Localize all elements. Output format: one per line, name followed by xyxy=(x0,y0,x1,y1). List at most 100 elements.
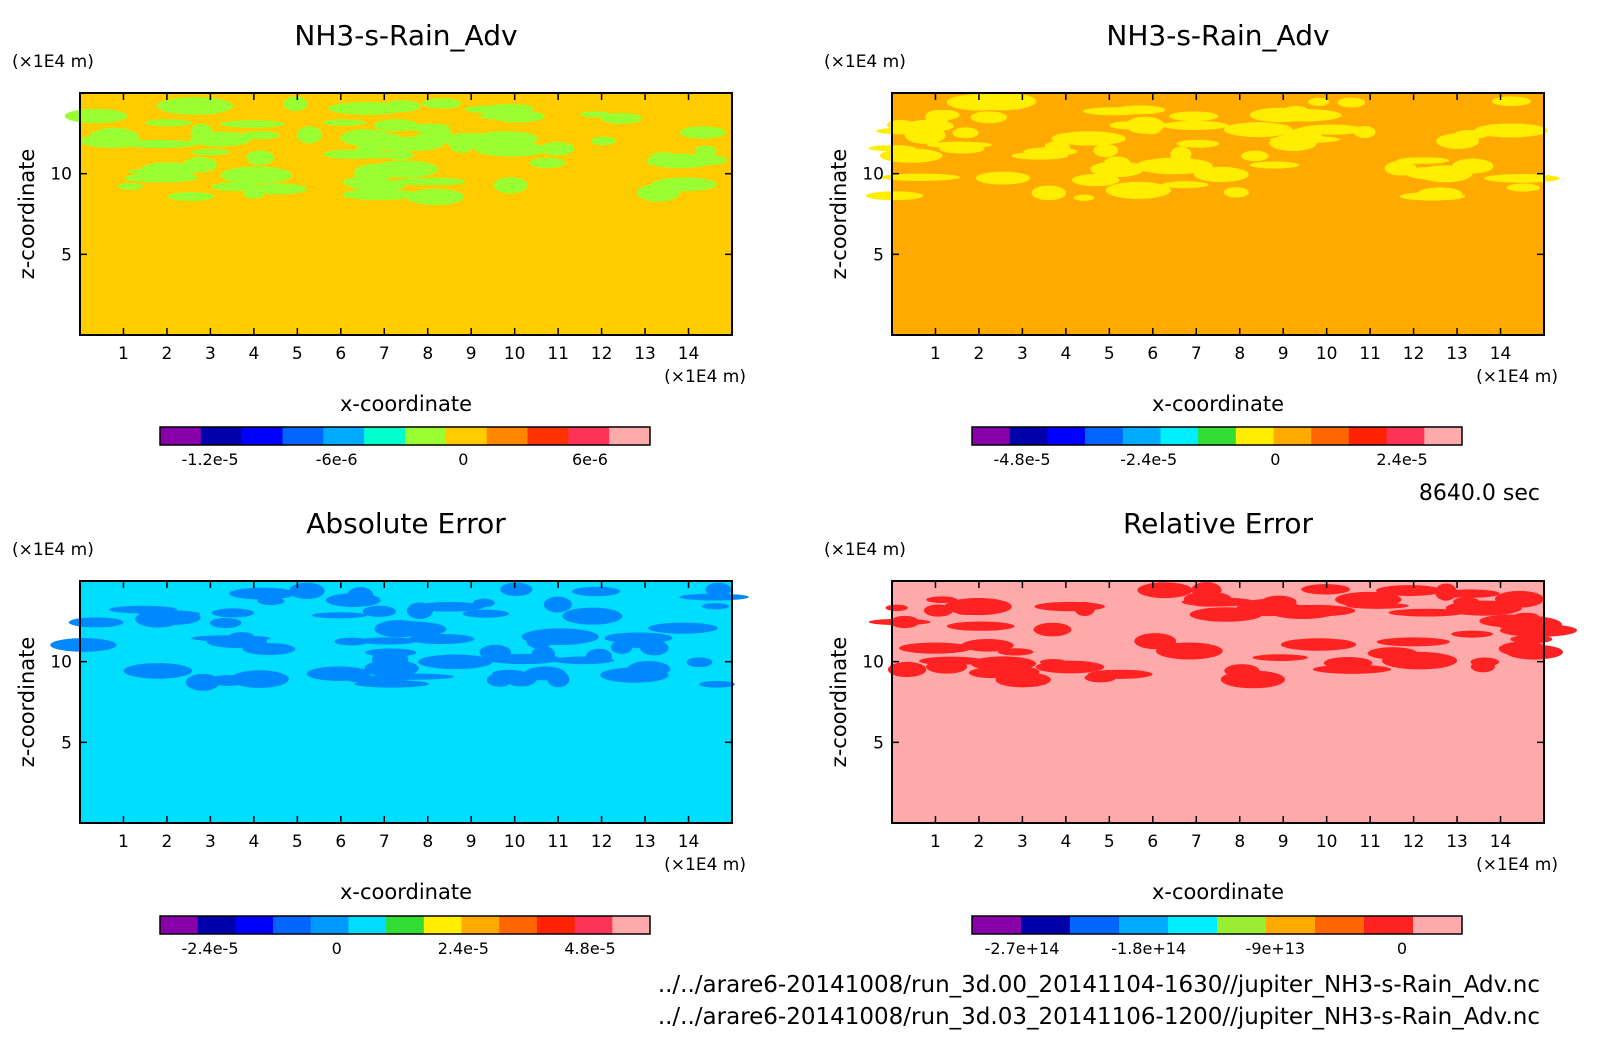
field-blob xyxy=(879,148,943,163)
field-blob xyxy=(190,123,213,138)
colorbar-segment xyxy=(1424,427,1463,445)
field-blob xyxy=(1034,601,1106,612)
colorbar-segment xyxy=(612,916,651,934)
x-tick-label: 3 xyxy=(205,832,216,852)
field-blob xyxy=(117,182,143,190)
field-blob xyxy=(167,192,215,201)
field-blob xyxy=(1297,124,1366,135)
y-tick-label: 10 xyxy=(50,165,72,185)
x-axis-label: x-coordinate xyxy=(340,880,472,904)
field-blob xyxy=(1170,146,1192,162)
field-blob xyxy=(885,604,908,612)
x-tick-label: 8 xyxy=(1234,344,1245,364)
field-blob xyxy=(1345,602,1409,609)
field-blob xyxy=(289,582,325,600)
x-tick-label: 6 xyxy=(335,832,346,852)
field-blob xyxy=(648,622,718,634)
x-tick-label: 12 xyxy=(591,832,613,852)
x-tick-label: 13 xyxy=(634,344,656,364)
field-blob xyxy=(1376,585,1443,597)
x-tick-label: 13 xyxy=(1446,832,1468,852)
plot-frame xyxy=(891,92,1545,336)
colorbar-label: 2.4e-5 xyxy=(438,939,489,958)
field-blob xyxy=(1510,634,1553,644)
colorbar-label: -2.4e-5 xyxy=(181,939,238,958)
x-tick-label: 8 xyxy=(422,832,433,852)
y-tick-label: 5 xyxy=(61,245,72,265)
y-unit: (×1E4 m) xyxy=(824,52,906,72)
y-axis-label: z-coordinate xyxy=(15,149,39,280)
field-blob xyxy=(418,654,493,670)
y-unit: (×1E4 m) xyxy=(12,540,94,560)
colorbar-segment xyxy=(1348,427,1388,445)
colorbar-segment xyxy=(445,427,488,445)
x-tick-label: 7 xyxy=(379,832,390,852)
x-tick-label: 1 xyxy=(118,344,129,364)
colorbar-segment xyxy=(1198,427,1237,445)
field-blob xyxy=(1249,161,1300,169)
y-tick-label: 5 xyxy=(61,733,72,753)
field-blob xyxy=(365,648,417,657)
colorbar-segment xyxy=(197,916,236,934)
field-blob xyxy=(880,173,960,181)
time-label: 8640.0 sec xyxy=(1419,481,1540,506)
colorbar-label: -1.2e-5 xyxy=(181,450,238,469)
panel-4: Relative Error(×1E4 m)1 2 3 4 5 6 7 8 9 10 11 12 13 1… xyxy=(824,507,1578,958)
field-blob xyxy=(240,131,280,140)
colorbar-label: -1.8e+14 xyxy=(1111,939,1186,958)
field-blob xyxy=(219,120,285,128)
y-unit: (×1E4 m) xyxy=(12,52,94,72)
field-blob xyxy=(925,660,968,674)
panel-2: NH3-s-Rain_Adv(×1E4 m)1 2 3 4 5 6 7 8 9 10 11 12 13 1… xyxy=(824,19,1560,469)
colorbar-segment xyxy=(1119,916,1169,934)
field-blob xyxy=(1083,107,1145,116)
field-blob xyxy=(975,171,1031,185)
field-blob xyxy=(472,131,538,147)
field-blob xyxy=(364,659,419,678)
colorbar-segment xyxy=(1315,916,1365,934)
field-blob xyxy=(1162,181,1209,189)
colorbar-segment xyxy=(536,916,576,934)
field-blob xyxy=(220,166,293,185)
colorbar-label: 0 xyxy=(332,939,342,958)
colorbar-segment xyxy=(348,916,387,934)
field-blob xyxy=(543,596,572,613)
x-unit: (×1E4 m) xyxy=(664,855,746,875)
field-blob xyxy=(1261,595,1297,609)
field-blob xyxy=(1093,143,1119,158)
colorbar-label: 6e-6 xyxy=(572,450,608,469)
field-blob xyxy=(485,653,561,665)
x-tick-label: 12 xyxy=(1403,344,1425,364)
field-blob xyxy=(572,586,621,597)
colorbar-segment xyxy=(364,427,406,445)
field-blob xyxy=(562,607,623,625)
field-blob xyxy=(1333,663,1361,673)
x-tick-label: 13 xyxy=(634,832,656,852)
field-blob xyxy=(1505,644,1563,660)
x-tick-label: 9 xyxy=(1278,832,1289,852)
plot-frame xyxy=(79,580,733,824)
x-axis-label: x-coordinate xyxy=(1152,392,1284,416)
field-blob xyxy=(493,177,528,194)
field-blob xyxy=(953,605,981,616)
colorbar-label: 0 xyxy=(1397,939,1407,958)
x-axis-label: x-coordinate xyxy=(1152,880,1284,904)
y-tick-label: 10 xyxy=(862,165,884,185)
field-blob xyxy=(1241,150,1269,162)
x-tick-label: 11 xyxy=(1359,832,1381,852)
field-blob xyxy=(529,157,566,169)
colorbar-segment xyxy=(1085,427,1124,445)
field-blob xyxy=(334,637,370,646)
panel-title: Relative Error xyxy=(1123,507,1314,540)
field-blob xyxy=(1051,131,1126,146)
x-tick-label: 1 xyxy=(930,344,941,364)
field-blob xyxy=(1451,630,1493,638)
colorbar-segment xyxy=(273,916,312,934)
field-blob xyxy=(600,667,669,683)
x-tick-label: 11 xyxy=(547,344,569,364)
x-tick-label: 12 xyxy=(591,344,613,364)
field-blob xyxy=(464,105,509,114)
field-blob xyxy=(50,638,117,652)
field-blob xyxy=(1470,657,1500,667)
x-tick-label: 6 xyxy=(335,344,346,364)
